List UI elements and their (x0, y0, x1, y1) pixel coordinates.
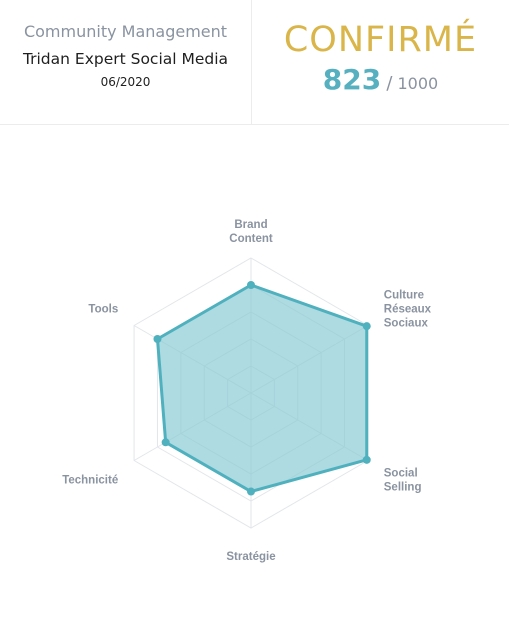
level-label: CONFIRMÉ (283, 20, 478, 60)
axis-label-line: Social (384, 468, 418, 480)
certification-info: Community Management Tridan Expert Socia… (0, 0, 252, 124)
axis-label: Technicité (62, 475, 118, 487)
data-point (161, 438, 170, 447)
axis-label: Brand Content (229, 219, 273, 245)
data-point (362, 322, 371, 331)
data-point (362, 455, 371, 464)
axis-label-line: Brand (234, 219, 267, 231)
certification-title: Tridan Expert Social Media (22, 50, 229, 68)
data-point (247, 281, 255, 289)
axis-label-line: Stratégie (226, 551, 275, 563)
score-separator: / (386, 73, 393, 94)
axis-label: Culture Réseaux Sociaux (384, 290, 432, 330)
axis-label-line: Sociaux (384, 318, 429, 330)
axis-label-line: Technicité (62, 475, 118, 487)
certification-date: 06/2020 (100, 75, 151, 89)
score-max: 1000 (397, 74, 439, 93)
score-value: 823 (322, 63, 382, 96)
axis-label-line: Selling (384, 482, 422, 494)
data-point (247, 487, 255, 496)
axis-label-line: Culture (384, 290, 424, 302)
axis-label: Social Selling (384, 468, 422, 494)
certification-result: CONFIRMÉ 823 / 1000 (252, 0, 509, 124)
axis-label-line: Content (229, 233, 273, 245)
data-point (153, 335, 162, 343)
axis-label: Stratégie (226, 551, 275, 563)
certification-header: Community Management Tridan Expert Socia… (0, 0, 509, 125)
axis-label: Tools (88, 304, 118, 316)
series-area (155, 283, 369, 494)
certification-category: Community Management (23, 22, 228, 41)
score-line: 823 / 1000 (252, 63, 509, 96)
axis-label-line: Tools (88, 304, 118, 316)
axis-label-line: Réseaux (384, 304, 432, 316)
